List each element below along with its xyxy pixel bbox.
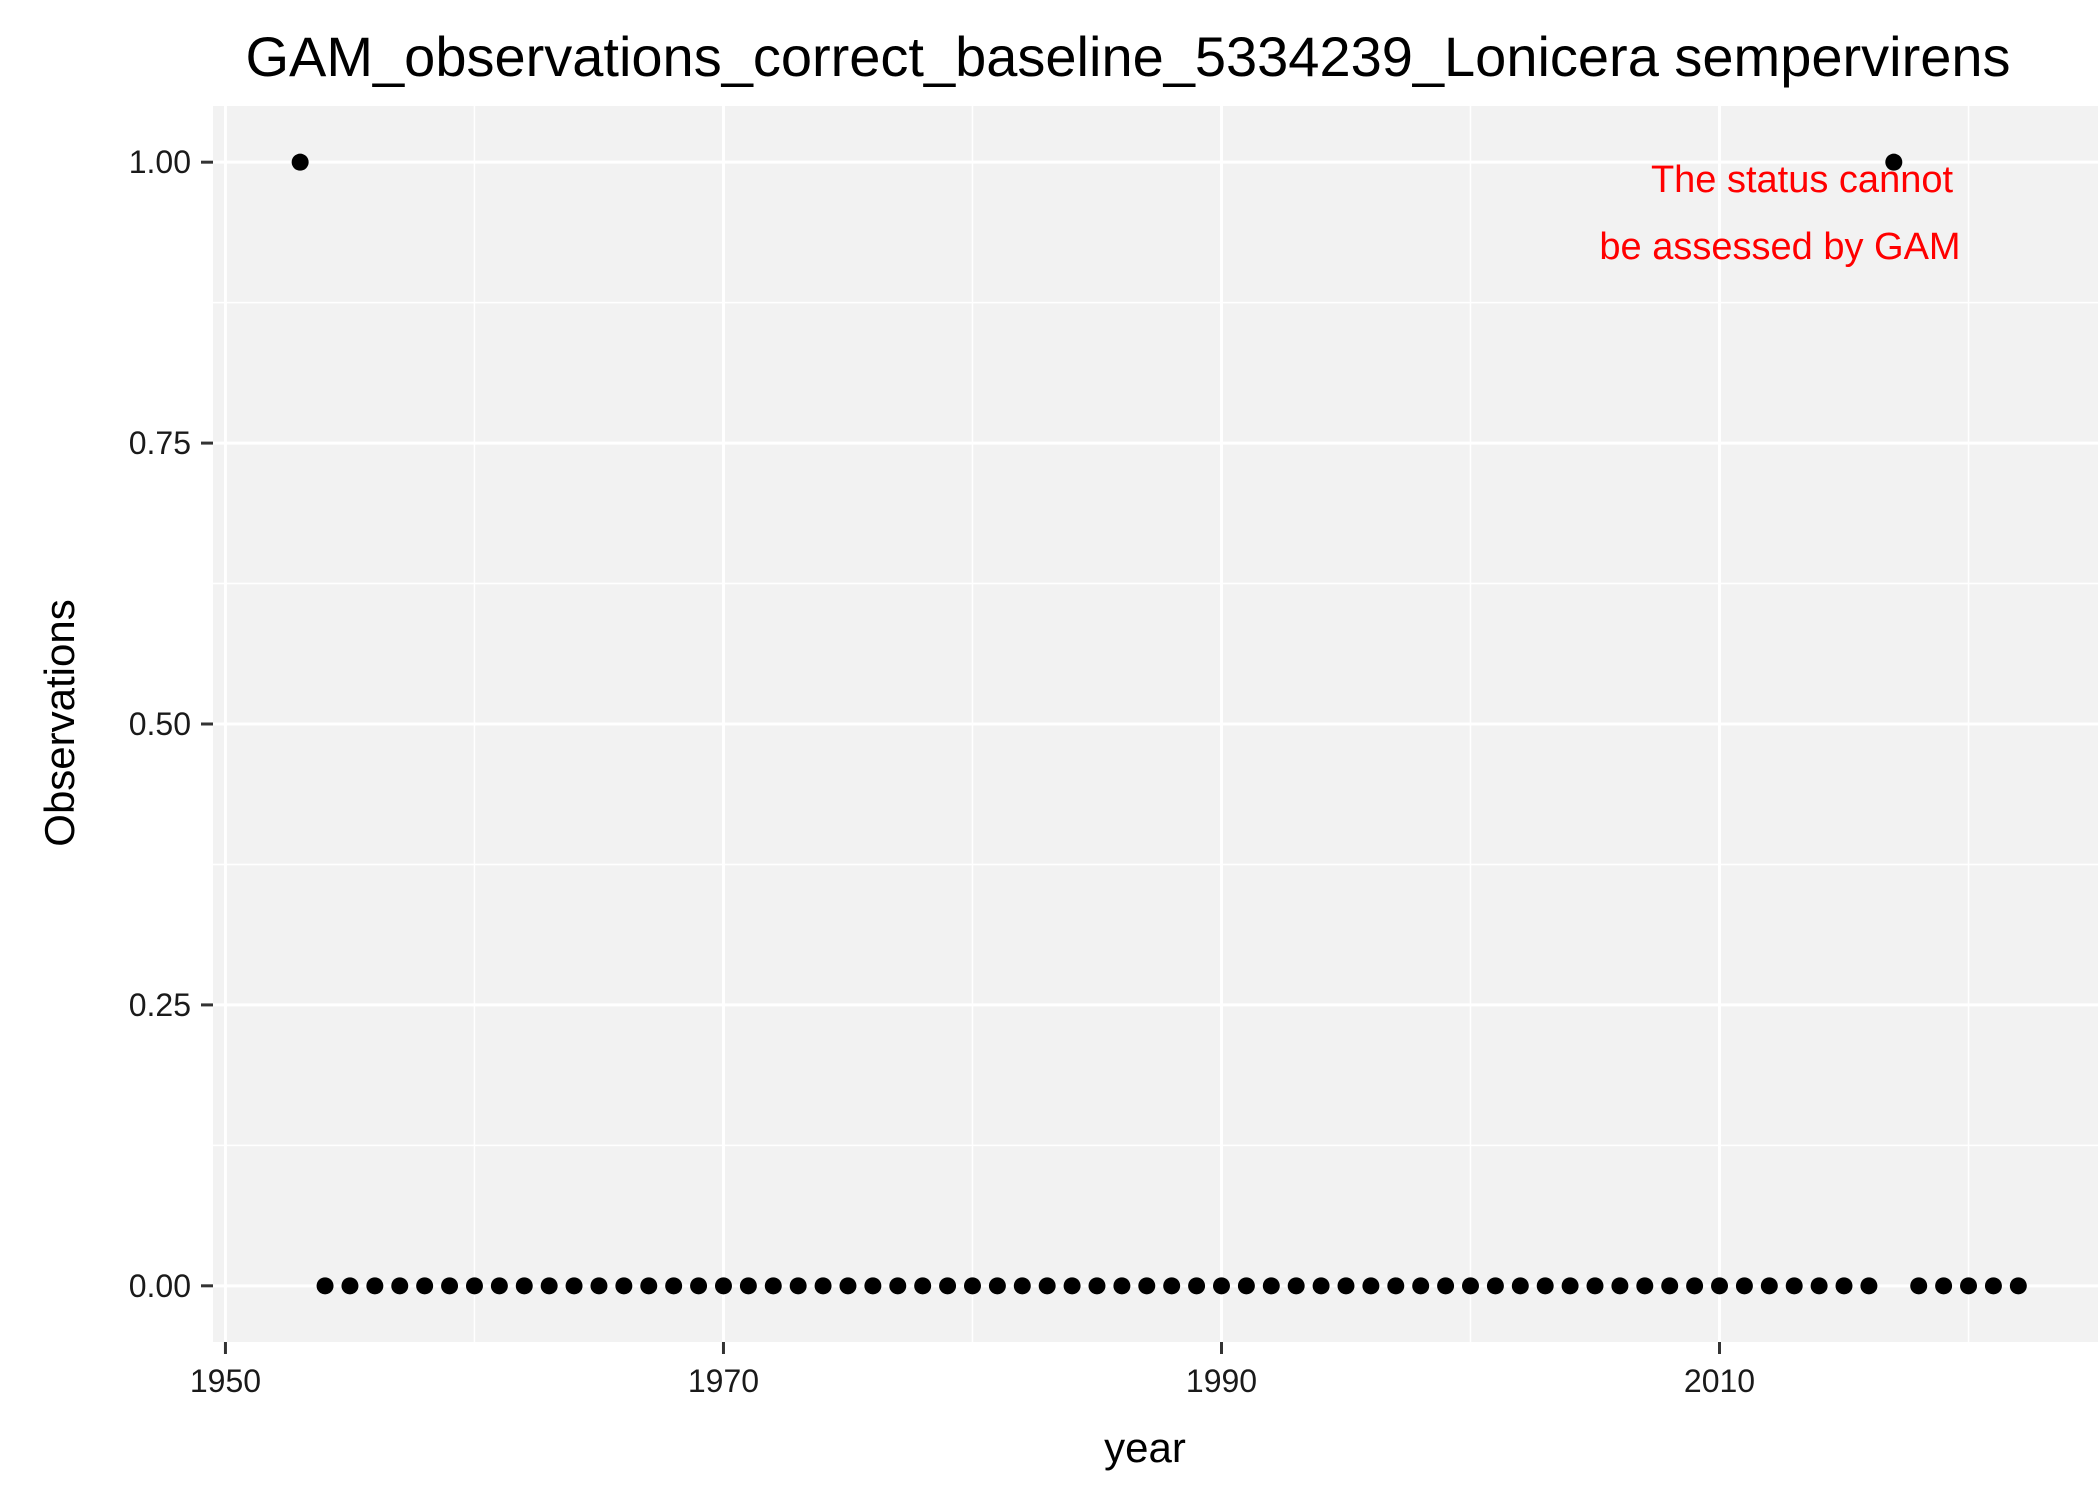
data-point-1956 [366, 1277, 384, 1295]
data-point-1969 [690, 1277, 708, 1295]
data-point-1970 [714, 1277, 732, 1295]
data-point-2002 [1511, 1277, 1529, 1295]
data-point-2018 [1910, 1277, 1928, 1295]
data-point-2007 [1636, 1277, 1654, 1295]
data-point-1989 [1188, 1277, 1206, 1295]
data-point-1968 [665, 1277, 683, 1295]
data-point-1981 [988, 1277, 1006, 1295]
data-point-1973 [789, 1277, 807, 1295]
data-point-2019 [1935, 1277, 1953, 1295]
data-point-2001 [1486, 1277, 1504, 1295]
data-point-1959 [441, 1277, 459, 1295]
data-point-2022 [2009, 1277, 2027, 1295]
y-axis: 0.00 0.25 0.50 0.75 1.00 [129, 144, 213, 1304]
data-point-1985 [1088, 1277, 1106, 1295]
data-point-1965 [590, 1277, 608, 1295]
data-point-1978 [914, 1277, 932, 1295]
data-point-1980 [963, 1277, 981, 1295]
annotation-line-1: The status cannot [1651, 159, 1954, 201]
data-point-2010 [1711, 1277, 1729, 1295]
data-point-1979 [939, 1277, 957, 1295]
data-point-1988 [1163, 1277, 1181, 1295]
x-tick-label-0: 1950 [190, 1363, 261, 1399]
data-point-2021 [1984, 1277, 2002, 1295]
data-point-2017 [1885, 153, 1903, 171]
data-point-1966 [615, 1277, 633, 1295]
data-point-2004 [1561, 1277, 1579, 1295]
data-point-1972 [764, 1277, 782, 1295]
data-point-1958 [416, 1277, 434, 1295]
data-point-1998 [1412, 1277, 1430, 1295]
data-point-1976 [864, 1277, 882, 1295]
data-point-1990 [1212, 1277, 1230, 1295]
data-point-1984 [1063, 1277, 1081, 1295]
data-point-1983 [1038, 1277, 1056, 1295]
data-point-1977 [889, 1277, 907, 1295]
data-point-2003 [1536, 1277, 1554, 1295]
data-point-1991 [1237, 1277, 1255, 1295]
data-point-2014 [1810, 1277, 1828, 1295]
data-point-2020 [1960, 1277, 1978, 1295]
data-point-2005 [1586, 1277, 1604, 1295]
data-point-1999 [1437, 1277, 1455, 1295]
x-axis: 1950 1970 1990 2010 [190, 1342, 1755, 1399]
data-point-2009 [1686, 1277, 1704, 1295]
data-point-2013 [1785, 1277, 1803, 1295]
data-point-1992 [1262, 1277, 1280, 1295]
data-points [291, 153, 2027, 1295]
x-tick-label-3: 2010 [1684, 1363, 1755, 1399]
y-tick-label-0: 0.00 [129, 1268, 191, 1304]
x-tick-label-2: 1990 [1186, 1363, 1257, 1399]
data-point-1955 [341, 1277, 359, 1295]
data-point-2015 [1835, 1277, 1853, 1295]
data-point-1987 [1138, 1277, 1156, 1295]
data-point-1995 [1337, 1277, 1355, 1295]
data-point-1971 [739, 1277, 757, 1295]
data-point-1957 [391, 1277, 409, 1295]
data-point-1994 [1312, 1277, 1330, 1295]
data-point-1953 [291, 153, 309, 171]
x-tick-label-1: 1970 [688, 1363, 759, 1399]
data-point-2006 [1611, 1277, 1629, 1295]
data-point-1962 [515, 1277, 533, 1295]
data-point-1986 [1113, 1277, 1131, 1295]
data-point-1961 [490, 1277, 508, 1295]
y-tick-label-3: 0.75 [129, 425, 191, 461]
data-point-2012 [1760, 1277, 1778, 1295]
data-point-2016 [1860, 1277, 1878, 1295]
data-point-1967 [640, 1277, 658, 1295]
status-annotation: The status cannot be assessed by GAM [1599, 159, 1960, 268]
data-point-2011 [1735, 1277, 1753, 1295]
x-axis-title: year [1104, 1424, 1186, 1471]
data-point-1982 [1013, 1277, 1031, 1295]
data-point-1960 [465, 1277, 483, 1295]
y-axis-title: Observations [36, 599, 83, 846]
y-tick-label-1: 0.25 [129, 987, 191, 1023]
chart-title: GAM_observations_correct_baseline_533423… [245, 25, 2010, 88]
data-point-1954 [316, 1277, 334, 1295]
data-point-1997 [1387, 1277, 1405, 1295]
data-point-1963 [540, 1277, 558, 1295]
y-tick-label-2: 0.50 [129, 706, 191, 742]
data-point-2000 [1461, 1277, 1479, 1295]
data-point-1996 [1362, 1277, 1380, 1295]
data-point-1975 [839, 1277, 857, 1295]
data-point-2008 [1661, 1277, 1679, 1295]
data-point-1993 [1287, 1277, 1305, 1295]
annotation-line-2: be assessed by GAM [1599, 226, 1960, 268]
data-point-1964 [565, 1277, 583, 1295]
y-tick-label-4: 1.00 [129, 144, 191, 180]
data-point-1974 [814, 1277, 832, 1295]
